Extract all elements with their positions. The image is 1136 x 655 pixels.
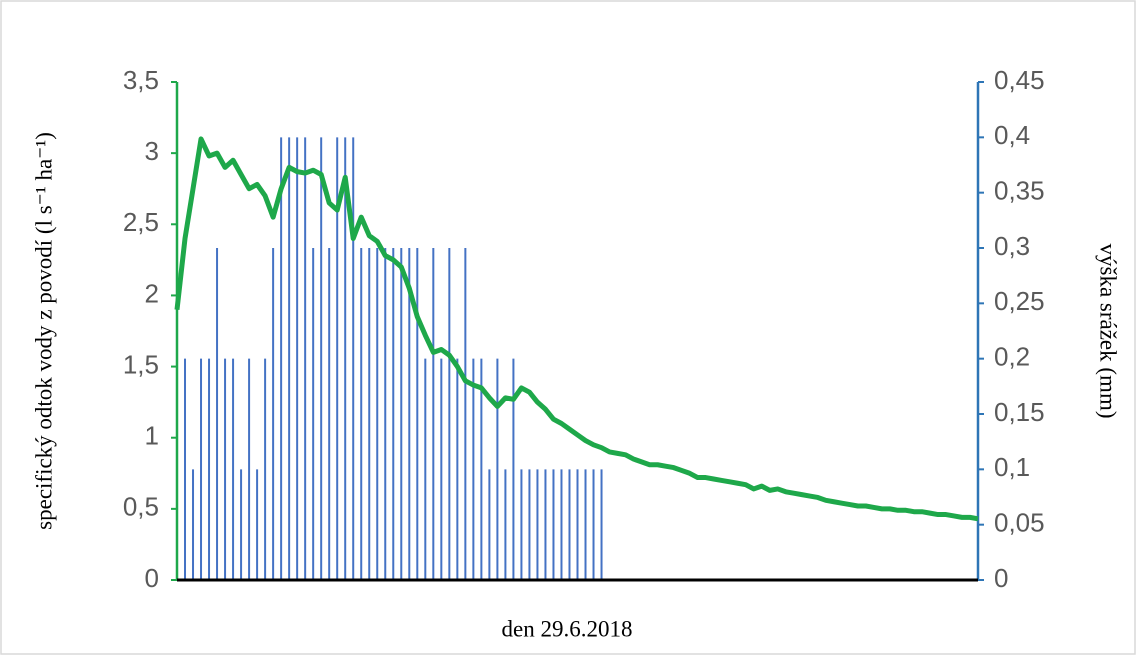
- y-axis-title: specifický odtok vody z povodí (l s⁻¹ ha…: [31, 132, 56, 530]
- y2-tick-label: 0,05: [994, 508, 1045, 538]
- y-tick-label: 2,5: [123, 207, 159, 237]
- y2-tick-label: 0,2: [994, 342, 1030, 372]
- y-tick-label: 3,5: [123, 65, 159, 95]
- y2-tick-label: 0,45: [994, 65, 1045, 95]
- y2-tick-label: 0,3: [994, 231, 1030, 261]
- runoff-line: [174, 136, 979, 522]
- y2-tick-label: 0,35: [994, 176, 1045, 206]
- y-tick-label: 3: [145, 136, 159, 166]
- y-tick-label: 0: [145, 563, 159, 593]
- y2-tick-label: 0: [994, 563, 1008, 593]
- y-tick-label: 1,5: [123, 349, 159, 379]
- x-axis-title: den 29.6.2018: [502, 616, 633, 641]
- y-tick-label: 0,5: [123, 492, 159, 522]
- y2-tick-label: 0,15: [994, 397, 1045, 427]
- y-tick-label: 1: [145, 421, 159, 451]
- y-tick-label: 2: [145, 278, 159, 308]
- y2-tick-label: 0,1: [994, 452, 1030, 482]
- y2-tick-label: 0,4: [994, 120, 1030, 150]
- y2-tick-label: 0,25: [994, 286, 1045, 316]
- y2-axis-title: výška srážek (mm): [1096, 244, 1121, 419]
